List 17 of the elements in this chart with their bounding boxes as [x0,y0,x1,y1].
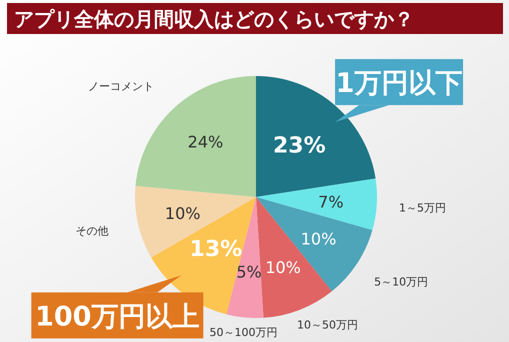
data-label: 23% [272,133,326,158]
slice-label: 10～50万円 [296,318,358,332]
callout: 100万円以上 [31,275,204,338]
slice-label: 5～10万円 [374,276,428,289]
data-label: 10% [300,229,336,248]
slice-label: ノーコメント [88,80,154,94]
slice-label: 1～5万円 [398,201,446,214]
callout: 1万円以下 [335,59,464,122]
data-label: 24% [188,132,224,152]
chart-title: アプリ全体の月間収入はどのくらいですか？ [14,7,414,31]
data-label: 10% [164,204,200,224]
data-label: 7% [318,192,344,212]
slice-label: その他 [75,224,108,238]
data-label: 13% [190,237,242,262]
data-label: 10% [265,258,301,277]
data-label: 5% [236,262,262,282]
slice-label: 50～100万円 [209,326,278,339]
